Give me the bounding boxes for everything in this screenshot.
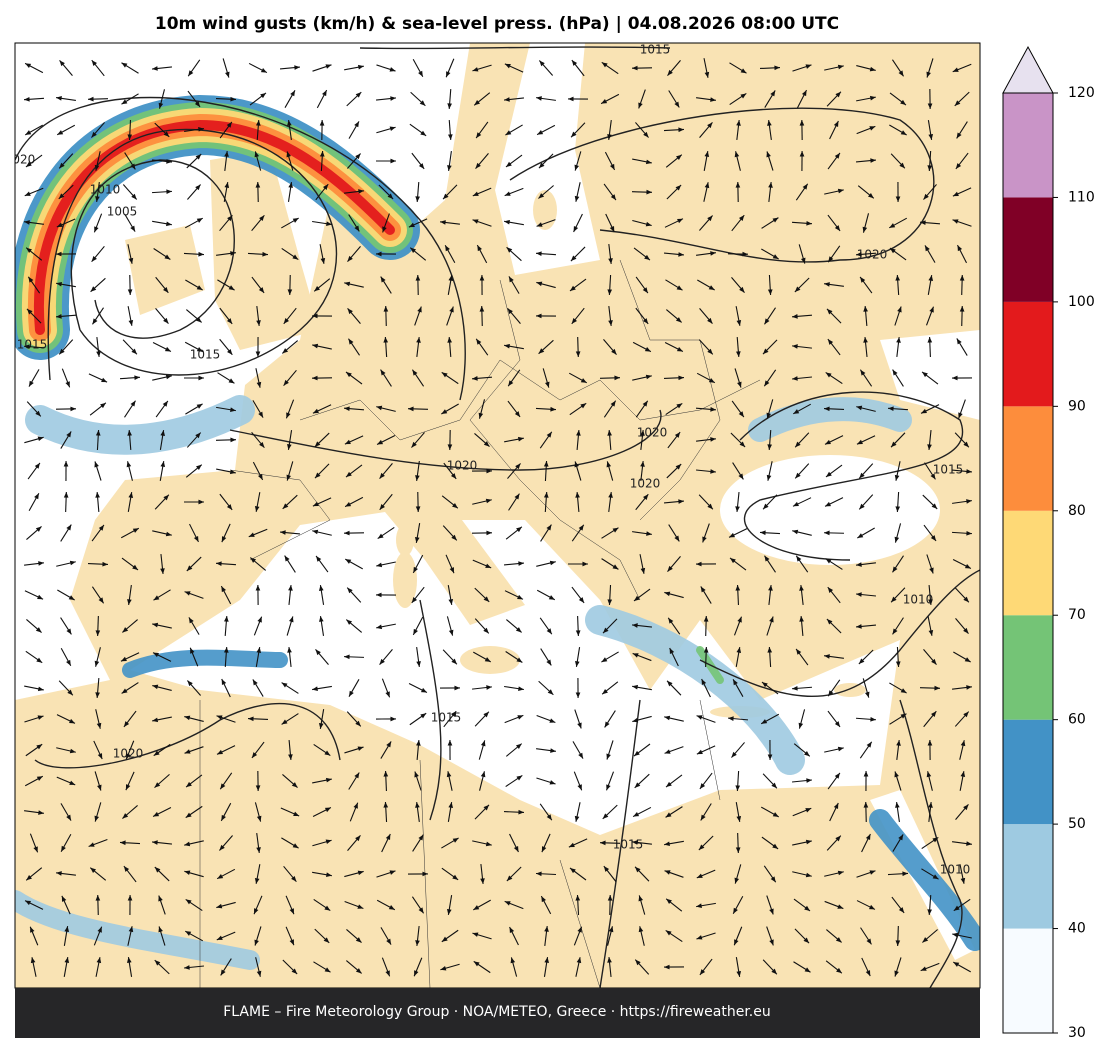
- isobar-label: 1015: [17, 338, 48, 352]
- colorbar-band: [1003, 824, 1053, 928]
- colorbar-extension: [1003, 47, 1053, 93]
- isobar-label: 1010: [940, 863, 971, 877]
- isobar-label: 1010: [90, 183, 121, 197]
- title: 10m wind gusts (km/h) & sea-level press.…: [155, 14, 839, 34]
- colorbar-band: [1003, 406, 1053, 510]
- isobar-label: 1015: [640, 43, 671, 57]
- colorbar-tick-label: 30: [1068, 1025, 1086, 1041]
- isobar-label: 1015: [190, 348, 221, 362]
- footer: FLAME – Fire Meteorology Group · NOA/MET…: [223, 1004, 771, 1020]
- colorbar-band: [1003, 511, 1053, 615]
- colorbar-tick-label: 80: [1068, 503, 1086, 519]
- colorbar-tick-label: 60: [1068, 712, 1086, 728]
- colorbar-band: [1003, 197, 1053, 301]
- isobar-label: 1010: [903, 593, 934, 607]
- colorbar-tick-label: 50: [1068, 816, 1086, 832]
- isobar-label: 1015: [613, 838, 644, 852]
- colorbar-band: [1003, 720, 1053, 824]
- colorbar-band: [1003, 302, 1053, 406]
- colorbar-tick-label: 40: [1068, 921, 1086, 937]
- colorbar-tick-label: 100: [1068, 294, 1095, 310]
- colorbar-band: [1003, 93, 1053, 197]
- isobar-label: 1020: [447, 459, 478, 473]
- map: 1015102010101005101510151020102010201020…: [5, 43, 980, 989]
- colorbar-band: [1003, 929, 1053, 1033]
- isobar-label: 1005: [107, 205, 138, 219]
- isobar-label: 1015: [933, 463, 964, 477]
- isobar-label: 1015: [431, 711, 462, 725]
- colorbar: 30 40 50 60 70 80 90 100 110 120: [1003, 47, 1095, 1041]
- colorbar-tick-label: 90: [1068, 398, 1086, 414]
- colorbar-tick-label: 120: [1068, 85, 1095, 101]
- colorbar-tick-label: 70: [1068, 607, 1086, 623]
- colorbar-tick-label: 110: [1068, 189, 1095, 205]
- isobar-label: 1020: [637, 426, 668, 440]
- isobar-label: 1020: [630, 477, 661, 491]
- colorbar-band: [1003, 615, 1053, 719]
